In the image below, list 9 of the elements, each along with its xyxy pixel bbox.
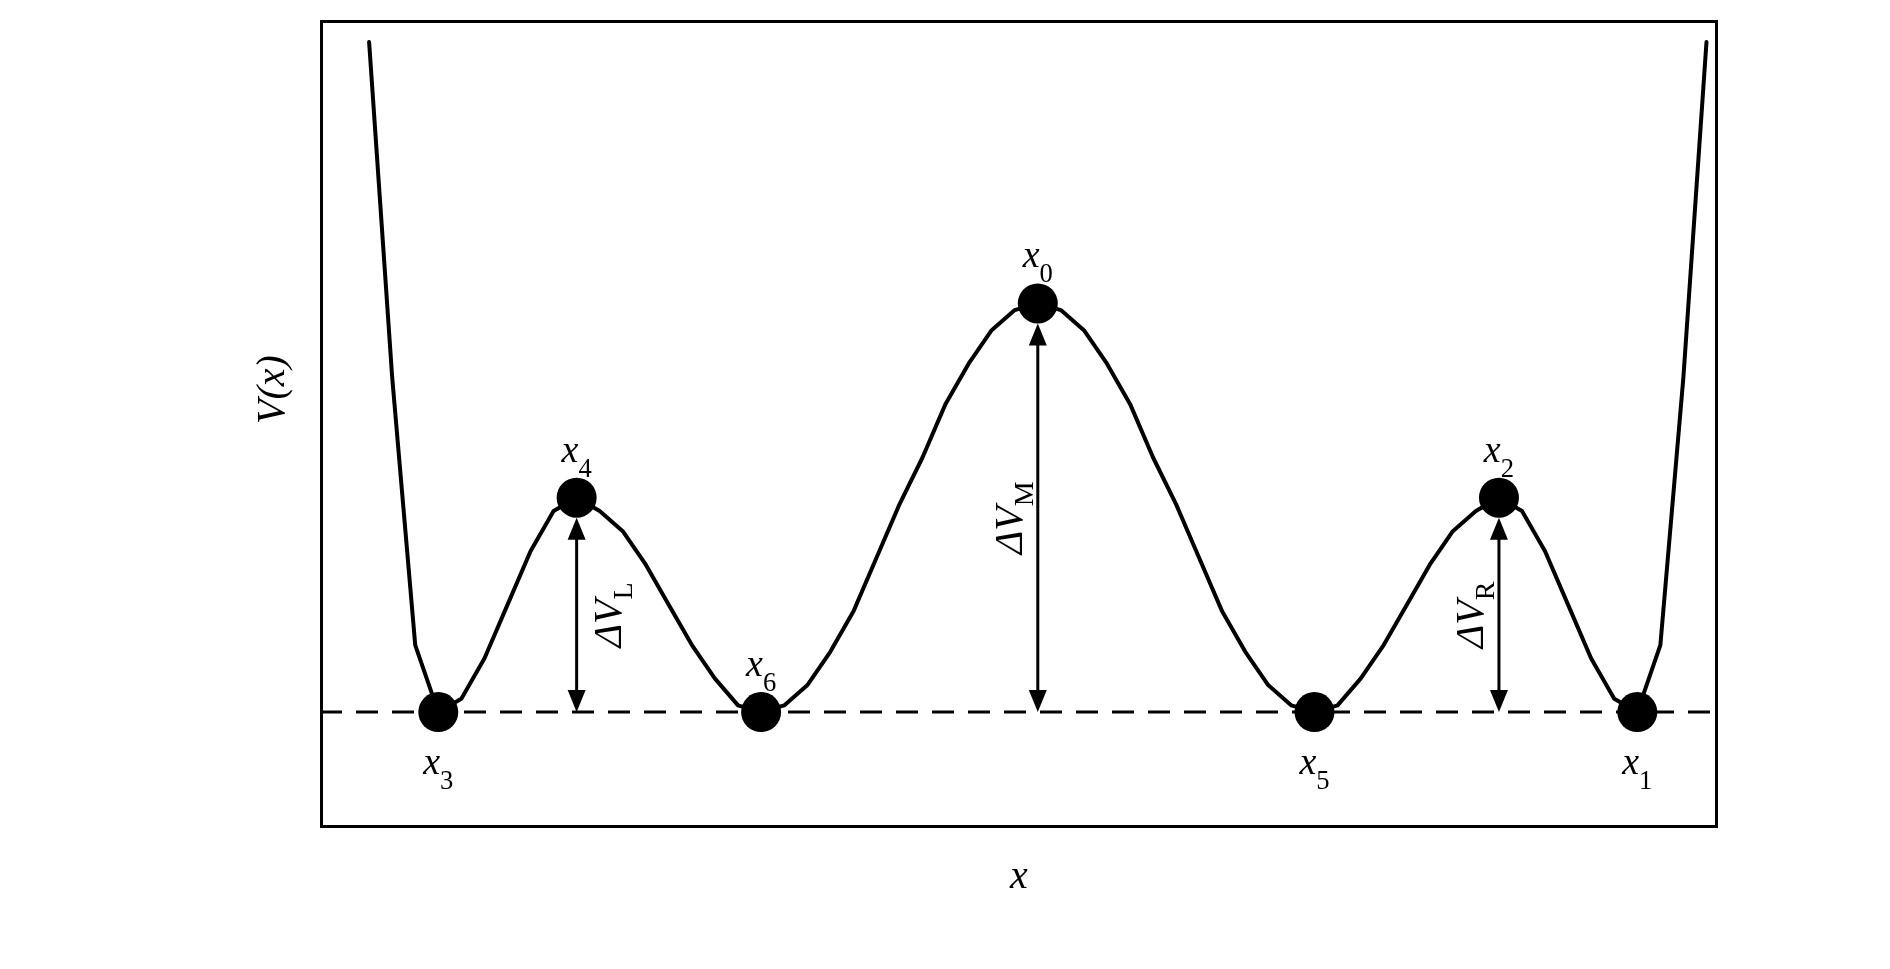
x-axis-title: x (1009, 852, 1029, 897)
annotation: x$_{1}$ (1621, 740, 1653, 796)
annotation: x$_{5}$ (1298, 740, 1330, 796)
y-axis-title: V(x) (248, 355, 294, 424)
annotation: x$_{3}$ (422, 740, 454, 796)
annotation: x$_{0}$ (1021, 233, 1053, 289)
annotation: x$_{6}$ (745, 642, 777, 698)
annotation: x$_{2}$ (1482, 427, 1515, 483)
annotation: x$_{4}$ (560, 427, 592, 483)
